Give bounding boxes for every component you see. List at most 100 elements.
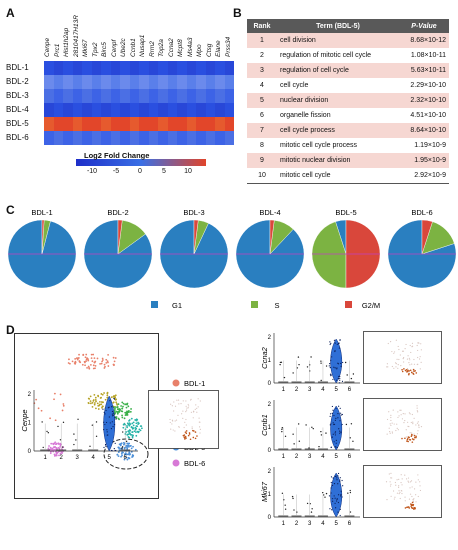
legend-label: G2/M: [362, 301, 380, 310]
feature-point: [185, 432, 188, 435]
feature-point: [398, 490, 400, 492]
feature-point: [416, 344, 418, 347]
feature-point: [412, 499, 414, 501]
pie-slice: [41, 219, 45, 255]
heatmap-legend-tick: -10: [86, 168, 98, 175]
umap-point: [77, 357, 80, 359]
feature-point: [417, 342, 419, 344]
feature-point: [395, 429, 397, 432]
umap-point: [87, 359, 90, 362]
rank-cell: 6: [247, 108, 277, 123]
heatmap-cell: [148, 89, 158, 103]
pvalue-cell: 5.63×10-11: [399, 63, 449, 78]
umap-point: [128, 457, 131, 460]
feature-point: [409, 369, 412, 372]
umap-point: [117, 417, 120, 420]
feature-point: [390, 424, 392, 427]
heatmap-cell: [224, 75, 234, 89]
umap-point: [118, 446, 120, 449]
umap-point: [87, 397, 90, 400]
feature-point: [171, 405, 173, 407]
umap-point: [121, 416, 124, 419]
feature-point: [191, 426, 193, 428]
feature-point: [416, 433, 419, 435]
term-cell: regulation of mitotic cell cycle: [277, 48, 399, 63]
feature-point: [400, 489, 402, 492]
heatmap-cell: [53, 75, 63, 89]
umap-point: [127, 430, 130, 433]
heatmap-cell: [158, 89, 168, 103]
feature-point: [185, 418, 187, 421]
violin-ytick: 2: [268, 469, 272, 475]
feature-point: [172, 429, 174, 431]
heatmap-cell: [82, 89, 92, 103]
feature-point: [417, 430, 419, 432]
heatmap-cell: [110, 89, 120, 103]
feature-point: [401, 369, 403, 371]
umap-point: [114, 396, 116, 399]
feature-point: [403, 361, 405, 363]
feature-point: [389, 485, 392, 487]
umap-point: [85, 360, 87, 362]
violin-xtick: 3: [76, 455, 80, 461]
feature-point: [387, 366, 389, 368]
umap-point: [125, 444, 128, 447]
umap-point: [92, 364, 95, 367]
heatmap-cell: [82, 61, 92, 75]
feature-point: [409, 359, 411, 361]
umap-point: [53, 448, 56, 451]
umap-point: [87, 365, 90, 368]
feature-point: [415, 436, 417, 439]
umap-point: [95, 407, 97, 410]
feature-point: [417, 349, 419, 352]
feature-point: [386, 499, 388, 501]
umap-point: [97, 408, 100, 410]
umap-point: [75, 357, 78, 360]
feature-point: [410, 421, 412, 424]
feature-point: [400, 481, 402, 484]
heatmap-cell: [224, 103, 234, 117]
umap-point: [89, 395, 92, 398]
feature-point: [411, 501, 414, 504]
heatmap-cell: [72, 89, 82, 103]
heatmap-cell: [215, 103, 225, 117]
umap-point: [100, 401, 103, 403]
heatmap-cell: [120, 117, 130, 131]
heatmap-cell: [129, 89, 139, 103]
pie-slice: [193, 219, 199, 255]
heatmap-gene-label: Nusap1: [139, 34, 146, 57]
heatmap-cell: [139, 103, 149, 117]
pie-slice: [421, 219, 433, 255]
umap-point: [58, 454, 60, 457]
feature-point: [417, 411, 419, 413]
violin-plot: Ccna2 0 1 2 1 2 3 4 5 6: [260, 331, 442, 393]
violin-xtick: 3: [308, 521, 312, 527]
umap-point: [104, 398, 107, 401]
feature-point: [392, 490, 395, 492]
feature-point: [178, 403, 180, 405]
umap-point: [125, 453, 128, 456]
pvalue-cell: 1.95×10-9: [399, 153, 449, 168]
table-row: 10 mitotic cell cycle 2.92×10-9: [247, 168, 449, 184]
umap-point: [132, 421, 135, 424]
feature-point: [411, 486, 413, 488]
violin-xtick: 6: [348, 387, 352, 393]
heatmap-cell: [129, 117, 139, 131]
violin-plots: Cenpe 0 1 2 1 2 3 4 5 6 Ccna2 0 1 2 1 2 3 4 5 6 Ccnb1 0 1 2 1 2 3 4…: [20, 331, 442, 527]
feature-point: [192, 429, 194, 432]
heatmap-cell: [120, 89, 130, 103]
umap-point: [97, 395, 100, 398]
feature-point: [393, 423, 395, 425]
feature-point: [185, 430, 188, 432]
umap-point: [101, 393, 104, 396]
heatmap-cell: [44, 75, 54, 89]
umap-point: [106, 396, 109, 399]
umap-point: [128, 419, 130, 422]
term-cell: mitotic cell cycle: [277, 168, 399, 184]
panel-label-c: C: [6, 203, 15, 217]
feature-point: [408, 370, 410, 372]
heatmap-cell: [177, 89, 187, 103]
heatmap-cell: [158, 117, 168, 131]
feature-point: [411, 413, 413, 416]
feature-point: [192, 436, 195, 439]
